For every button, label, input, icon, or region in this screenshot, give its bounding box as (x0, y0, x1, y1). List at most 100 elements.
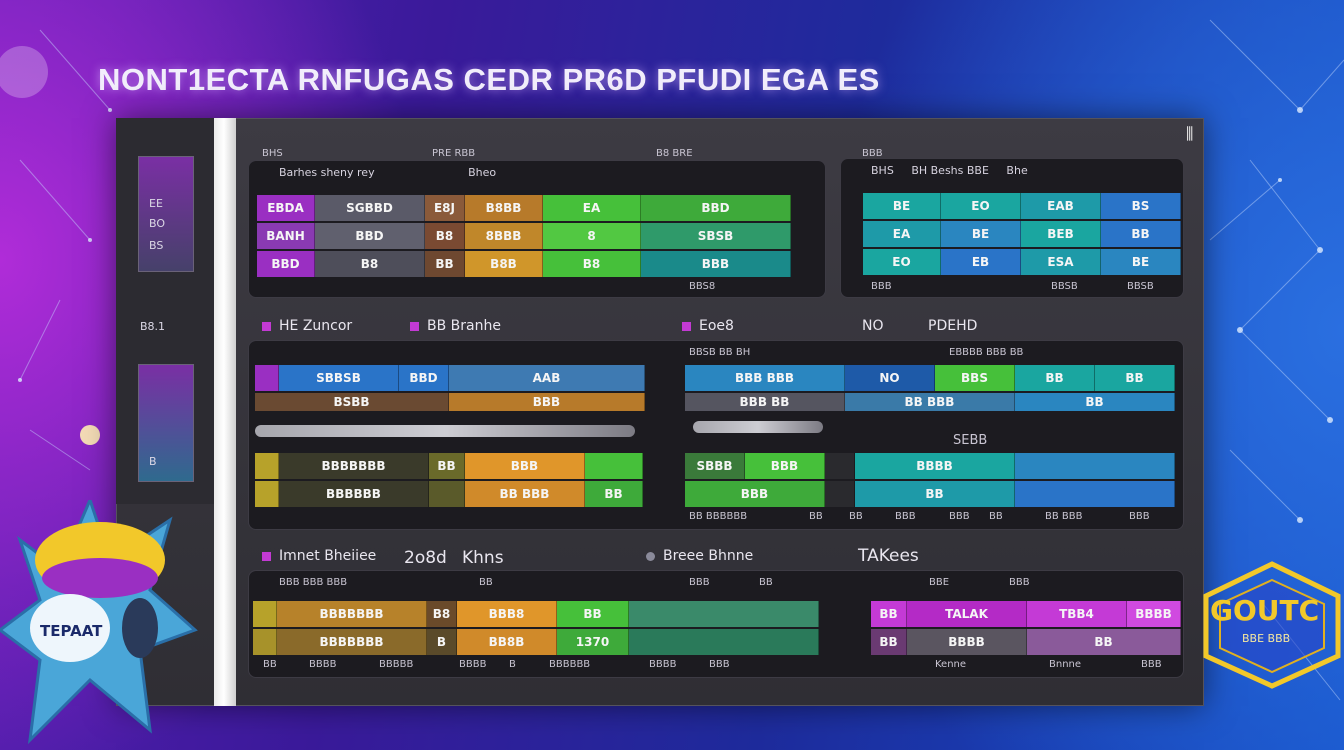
table-cell: ESA (1021, 249, 1101, 275)
panel-footer: BBS8 (689, 281, 716, 292)
table-cell: 8 (543, 223, 641, 249)
panel-top-left: Barhes sheny rey Bheo EBDA SGBBD E8J B8B… (248, 160, 826, 298)
mascot-text: TEPAAT (40, 622, 103, 640)
sidebar-block-top[interactable]: EE BO BS (138, 156, 194, 272)
section-label: BB Branhe (410, 318, 501, 334)
table-cell: SGBBD (315, 195, 425, 221)
table-cell: BB (1015, 365, 1095, 391)
table-cell: BBD (315, 223, 425, 249)
tab-label[interactable]: BHS (262, 148, 283, 159)
table-cell: SBSB (641, 223, 791, 249)
table-row[interactable]: BBB BB BB BBB BB (685, 393, 1175, 411)
table-cell: BBBBBBB (279, 453, 429, 479)
table-cell: 1370 (557, 629, 629, 655)
panel-header: BHS BH Beshs BBE Bhe (841, 159, 1183, 181)
table-cell: BBB (641, 251, 791, 277)
table-cell: EO (863, 249, 941, 275)
table-row[interactable]: EA BE BEB BB (863, 221, 1181, 247)
footer-text: BBBBB (379, 659, 414, 670)
table-row[interactable]: SBBB BBB BBBB (685, 453, 1175, 479)
table-cell: BB (1027, 629, 1181, 655)
table-cell: BBB8 (457, 601, 557, 627)
footer-text: BBB (1129, 511, 1150, 522)
sidebar-label: B (149, 455, 157, 468)
table-row[interactable]: BBD B8 BB B8B B8 BBB (257, 251, 791, 277)
table-cell: B8 (543, 251, 641, 277)
sidebar-label: BS (149, 239, 164, 252)
table-cell: EBDA (257, 195, 315, 221)
table-cell: BB (871, 629, 907, 655)
table-cell: BS (1101, 193, 1181, 219)
table-cell: BE (863, 193, 941, 219)
header-text: Bheo (468, 166, 497, 179)
table-cell: BB BBB (465, 481, 585, 507)
table-row[interactable]: EBDA SGBBD E8J B8BB EA BBD (257, 195, 791, 221)
progress-band (693, 421, 823, 433)
tab-label[interactable]: PRE RBB (432, 148, 476, 159)
table-row[interactable]: BANH BBD B8 8BBB 8 SBSB (257, 223, 791, 249)
table-row[interactable]: BE EO EAB BS (863, 193, 1181, 219)
sidebar-label: BO (149, 217, 166, 230)
panel-bottom: BBB BBB BBB BB BBB BB BBE BBB BBBBBBB B8… (248, 570, 1184, 678)
table-cell: BANH (257, 223, 315, 249)
sub-header: BB (479, 577, 493, 588)
table-row[interactable]: BBBBBBB BB BBB (255, 453, 643, 479)
header-text: BHS (871, 164, 894, 177)
mid-value: SEBB (953, 433, 988, 448)
table-row[interactable]: BBB BB (685, 481, 1175, 507)
footer-text: BBBB (309, 659, 337, 670)
badge-subtitle: BBE BBB (1242, 632, 1290, 645)
table-cell: BB (557, 601, 629, 627)
section-label: Breee Bhnne (646, 548, 753, 564)
table-cell: BBB (685, 481, 825, 507)
section-label: Khns (462, 548, 504, 568)
table-cell: B8BB (465, 195, 543, 221)
header-text: Barhes sheny rey (279, 166, 375, 179)
panel-header: Barhes sheny rey Bheo (249, 161, 825, 183)
header-text: BH Beshs BBE (911, 164, 989, 177)
footer-text: BB (263, 659, 277, 670)
sub-header: BBB (689, 577, 710, 588)
table-row[interactable]: BBBBBB BB BBB BB (255, 481, 643, 507)
table-cell: BBD (641, 195, 791, 221)
table-row[interactable]: BBBBBBB B BB8B 1370 (253, 629, 819, 655)
footer-text: BB BBB (1045, 511, 1083, 522)
tab-label[interactable]: BBB (862, 148, 883, 159)
table-cell: EB (941, 249, 1021, 275)
table-cell: B8 (425, 223, 465, 249)
table-cell: EA (863, 221, 941, 247)
header-text: Bhe (1006, 164, 1028, 177)
mascot-icon: TEPAAT (0, 500, 198, 745)
table-cell: TBB4 (1027, 601, 1127, 627)
sub-header: BBB (1009, 577, 1030, 588)
bullet-icon (646, 551, 655, 561)
table-cell: BBB (745, 453, 825, 479)
footer-text: BBB (709, 659, 730, 670)
section-label: HE Zuncor (262, 318, 352, 334)
table-row[interactable]: EO EB ESA BE (863, 249, 1181, 275)
footer-text: BBB (949, 511, 970, 522)
badge-title: GOUTC (1210, 594, 1319, 627)
tab-label[interactable]: B8 BRE (656, 148, 693, 159)
table-row[interactable]: BB TALAK TBB4 BBBB (871, 601, 1181, 627)
section-label: Imnet Bheiiee (262, 548, 376, 564)
table-cell: BBBBBBB (277, 601, 427, 627)
table-cell: BEB (1021, 221, 1101, 247)
badge-icon: GOUTC BBE BBB (1203, 561, 1341, 689)
footer-text: BB BBBBBB (689, 511, 748, 522)
table-row[interactable]: BB BBBB BB (871, 629, 1181, 655)
sub-header: BB (759, 577, 773, 588)
sub-header: BBE (929, 577, 950, 588)
table-row[interactable]: BSBB BBB (255, 393, 645, 411)
footer-text: BBBBBB (549, 659, 591, 670)
bullet-icon (410, 321, 419, 331)
table-cell: BBBB (907, 629, 1027, 655)
scroll-mark[interactable]: ⫼ (1186, 124, 1194, 143)
table-row[interactable]: BBB BBB NO BBS BB BB (685, 365, 1175, 391)
table-cell: EAB (1021, 193, 1101, 219)
table-cell: B8B (465, 251, 543, 277)
section-label: TAKees (858, 546, 919, 566)
table-row[interactable]: BBBBBBB B8 BBB8 BB (253, 601, 819, 627)
sidebar-block-bottom[interactable]: B (138, 364, 194, 482)
table-row[interactable]: SBBSB BBD AAB (255, 365, 645, 391)
